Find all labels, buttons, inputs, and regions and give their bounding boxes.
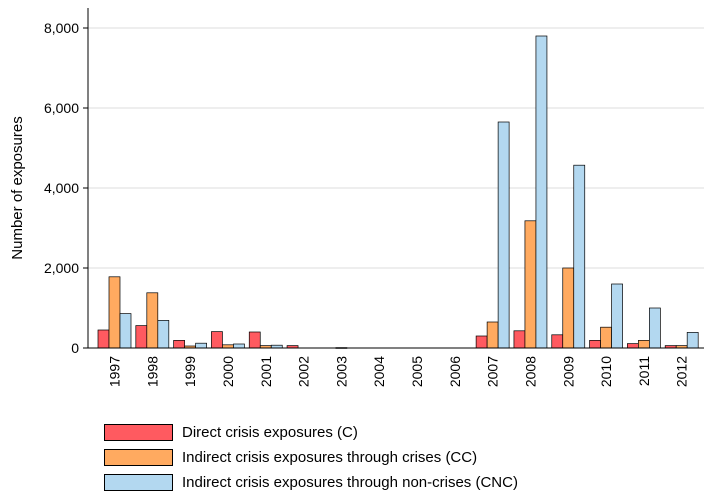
legend: Direct crisis exposures (C) Indirect cri… bbox=[104, 420, 518, 495]
bar bbox=[195, 342, 207, 349]
bar bbox=[497, 121, 510, 349]
bars bbox=[97, 35, 699, 349]
x-tick-label: 2003 bbox=[333, 356, 349, 387]
bar bbox=[211, 331, 223, 349]
bar bbox=[119, 313, 132, 349]
bar bbox=[173, 340, 185, 349]
bar bbox=[638, 340, 650, 349]
bar-chart: 0 2,000 4,000 6,000 8,000 1997 1998 1999 2000 20… bbox=[9, 8, 704, 387]
x-tick-label: 2011 bbox=[636, 356, 652, 386]
legend-swatch-c bbox=[104, 424, 173, 441]
legend-swatch-cnc bbox=[104, 474, 173, 491]
y-tick-label: 0 bbox=[71, 340, 79, 356]
bar bbox=[611, 283, 623, 349]
x-tick-label: 2004 bbox=[371, 356, 387, 387]
y-tick-label: 8,000 bbox=[44, 20, 79, 36]
y-tick-labels: 0 2,000 4,000 6,000 8,000 bbox=[44, 20, 79, 356]
bar bbox=[562, 267, 575, 349]
y-tick-label: 2,000 bbox=[44, 260, 79, 276]
x-tick-label: 2009 bbox=[560, 356, 576, 387]
y-tick-label: 6,000 bbox=[44, 100, 79, 116]
x-tick-label: 2001 bbox=[258, 356, 274, 387]
bar bbox=[248, 331, 261, 349]
x-tick-label: 2008 bbox=[522, 356, 538, 387]
bar bbox=[97, 329, 110, 349]
bar bbox=[573, 164, 586, 349]
bar bbox=[157, 320, 170, 349]
x-tick-label: 2010 bbox=[598, 356, 614, 387]
x-tick-label: 2012 bbox=[674, 356, 690, 387]
x-tick-label: 1999 bbox=[182, 356, 198, 387]
x-tick-label: 1997 bbox=[107, 356, 123, 387]
legend-swatch-cc bbox=[104, 449, 173, 466]
x-tick-label: 2006 bbox=[447, 356, 463, 387]
x-tick-label: 1998 bbox=[144, 356, 160, 387]
legend-item-c: Direct crisis exposures (C) bbox=[104, 420, 518, 445]
bar bbox=[524, 220, 537, 349]
legend-label-c: Direct crisis exposures (C) bbox=[182, 424, 358, 441]
y-axis-title: Number of exposures bbox=[9, 116, 26, 259]
bar bbox=[551, 334, 564, 349]
bar bbox=[627, 343, 639, 349]
bar bbox=[475, 335, 488, 349]
bar bbox=[146, 292, 159, 349]
bar bbox=[486, 321, 499, 349]
bar bbox=[649, 307, 661, 349]
x-tick-labels: 1997 1998 1999 2000 2001 2002 2003 2004 2005 2006… bbox=[107, 356, 690, 387]
axes bbox=[83, 8, 704, 349]
legend-item-cnc: Indirect crisis exposures through non-cr… bbox=[104, 470, 518, 495]
x-tick-label: 2005 bbox=[409, 356, 425, 387]
y-tick-label: 4,000 bbox=[44, 180, 79, 196]
x-tick-label: 2000 bbox=[220, 356, 236, 387]
bar bbox=[589, 340, 601, 349]
x-tick-label: 2007 bbox=[485, 356, 501, 387]
gridlines bbox=[88, 27, 704, 269]
legend-item-cc: Indirect crisis exposures through crises… bbox=[104, 445, 518, 470]
bar bbox=[108, 276, 121, 349]
bar bbox=[686, 332, 699, 349]
x-tick-label: 2002 bbox=[296, 356, 312, 387]
legend-label-cc: Indirect crisis exposures through crises… bbox=[182, 449, 478, 466]
bar bbox=[135, 325, 148, 349]
bar bbox=[233, 343, 245, 349]
legend-label-cnc: Indirect crisis exposures through non-cr… bbox=[182, 474, 518, 491]
bar bbox=[513, 330, 526, 349]
bar bbox=[535, 35, 548, 349]
bar bbox=[600, 326, 612, 349]
